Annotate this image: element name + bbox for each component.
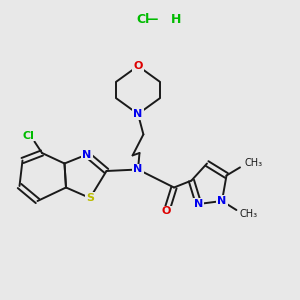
Text: —: — bbox=[145, 13, 158, 26]
Text: CH₃: CH₃ bbox=[240, 208, 258, 219]
Text: O: O bbox=[162, 206, 171, 217]
Text: N: N bbox=[134, 109, 142, 119]
Text: Cl: Cl bbox=[137, 13, 150, 26]
Text: N: N bbox=[134, 164, 142, 175]
Text: N: N bbox=[82, 149, 91, 160]
Text: Cl: Cl bbox=[22, 130, 34, 141]
Text: O: O bbox=[133, 61, 143, 71]
Text: N: N bbox=[218, 196, 226, 206]
Text: H: H bbox=[171, 13, 181, 26]
Text: CH₃: CH₃ bbox=[244, 158, 262, 168]
Text: S: S bbox=[86, 193, 94, 203]
Text: N: N bbox=[194, 199, 203, 209]
